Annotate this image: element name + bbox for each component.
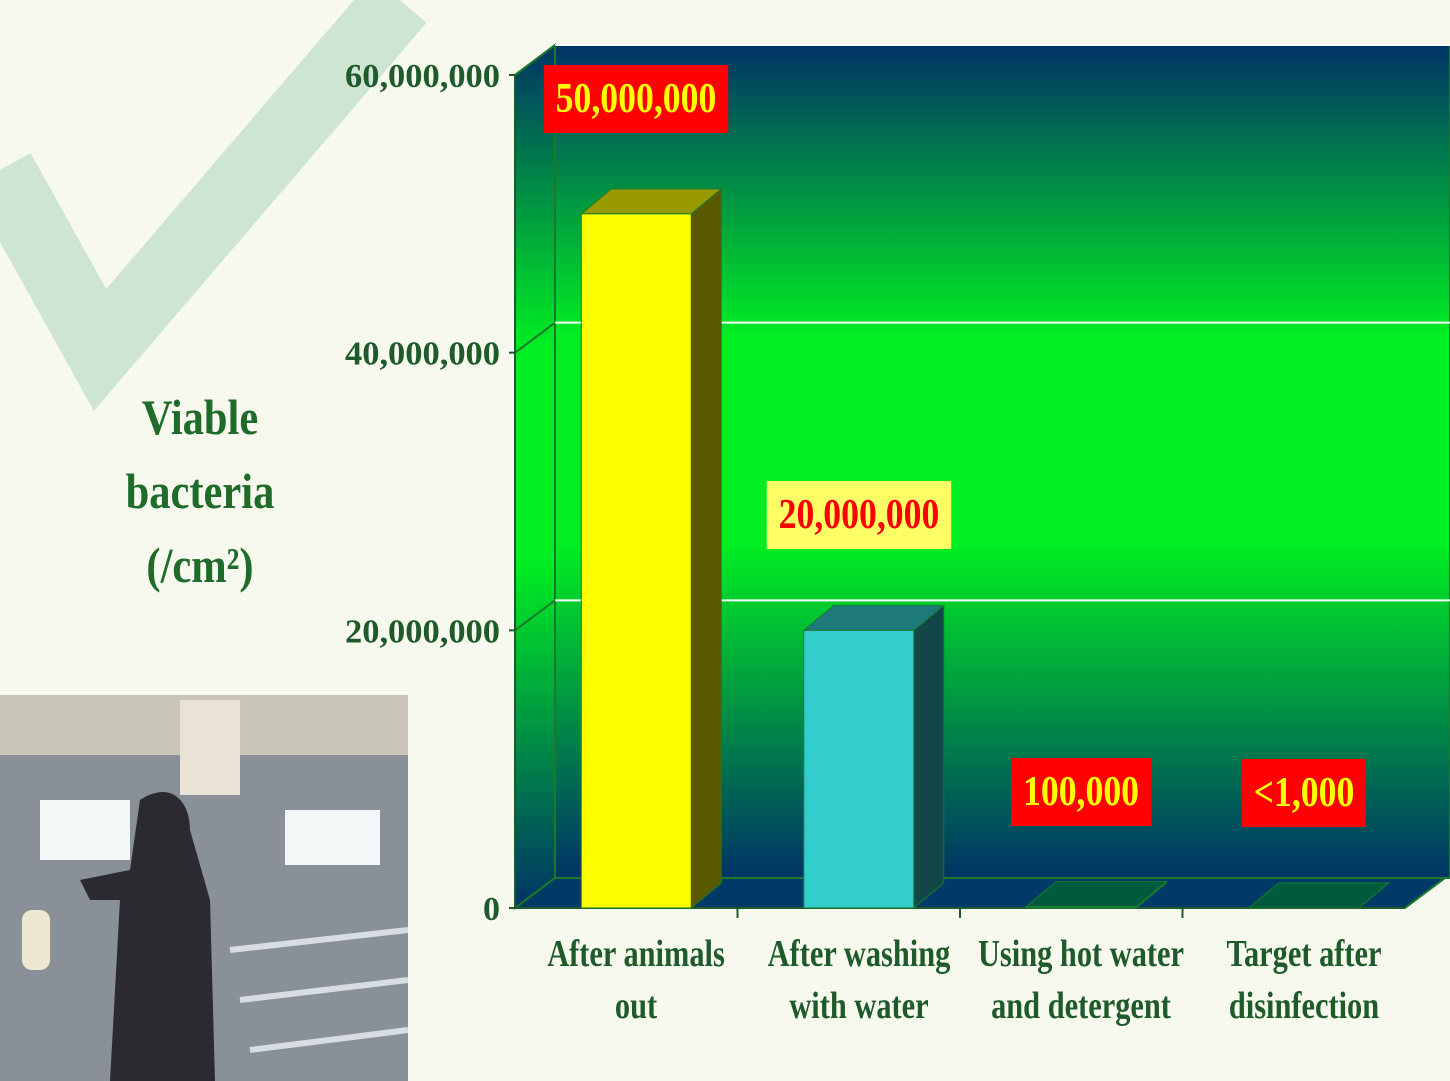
value-label: <1,000: [1242, 759, 1366, 827]
x-tick-label: After animals out: [532, 928, 740, 1032]
side-wall: [515, 45, 555, 908]
bar: [581, 214, 691, 908]
x-tick-label: Target after disinfection: [1200, 928, 1408, 1032]
y-tick-label: 40,000,000: [345, 336, 500, 373]
bar: [1026, 907, 1136, 908]
bar-side: [691, 189, 721, 908]
bar-side: [914, 605, 944, 908]
x-tick-label: Using hot water and detergent: [977, 928, 1185, 1032]
value-label: 20,000,000: [767, 481, 951, 549]
bar: [804, 630, 914, 908]
value-label: 50,000,000: [544, 65, 728, 133]
y-tick-label: 60,000,000: [345, 58, 500, 95]
y-axis-label: Viable bacteria (/cm²): [115, 380, 285, 602]
check-mark: [0, 0, 400, 350]
y-tick-label: 0: [483, 891, 500, 928]
x-tick-label: After washing with water: [755, 928, 963, 1032]
y-tick-label: 20,000,000: [345, 613, 500, 650]
page: 0 20,000,000 40,000,000 60,000,000 Viable b…: [0, 0, 1450, 1081]
value-label: 100,000: [1011, 758, 1151, 826]
photo: [0, 695, 408, 1081]
